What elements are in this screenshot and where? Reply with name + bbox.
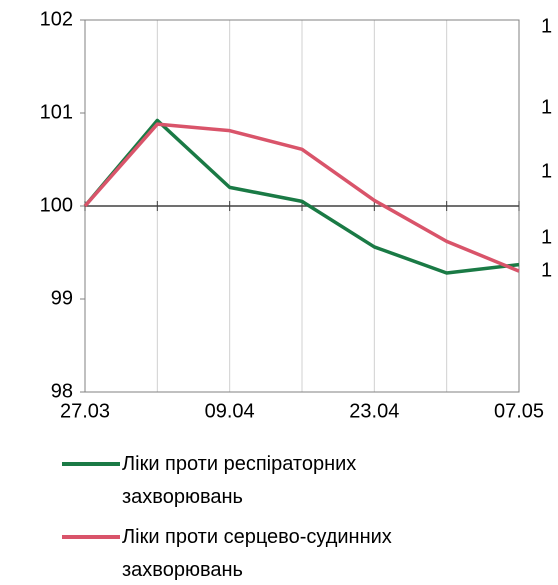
x-tick-label: 23.04 — [349, 400, 399, 422]
y2-tick-label: 1 — [541, 226, 552, 248]
x-tick-label: 27.03 — [60, 400, 110, 422]
y-tick-label: 101 — [40, 101, 73, 123]
legend-label: Ліки проти серцево-судинних захворювань — [122, 526, 392, 581]
y-tick-label: 99 — [51, 287, 73, 309]
y-tick-label: 102 — [40, 8, 73, 30]
series-line — [83, 122, 520, 273]
x-tick-label: 09.04 — [205, 400, 255, 422]
x-tick-label: 07.05 — [494, 400, 544, 422]
y-tick-label: 98 — [51, 380, 73, 402]
y2-tick-label: 1 — [541, 96, 552, 118]
y-tick-label: 100 — [40, 194, 73, 216]
y2-tick-label: 1 — [541, 160, 552, 182]
legend-label: Ліки проти респіраторних захворювань — [122, 453, 357, 508]
y2-tick-label: 1 — [541, 259, 552, 281]
y2-tick-label: 1 — [541, 15, 552, 37]
series-line — [83, 118, 520, 275]
